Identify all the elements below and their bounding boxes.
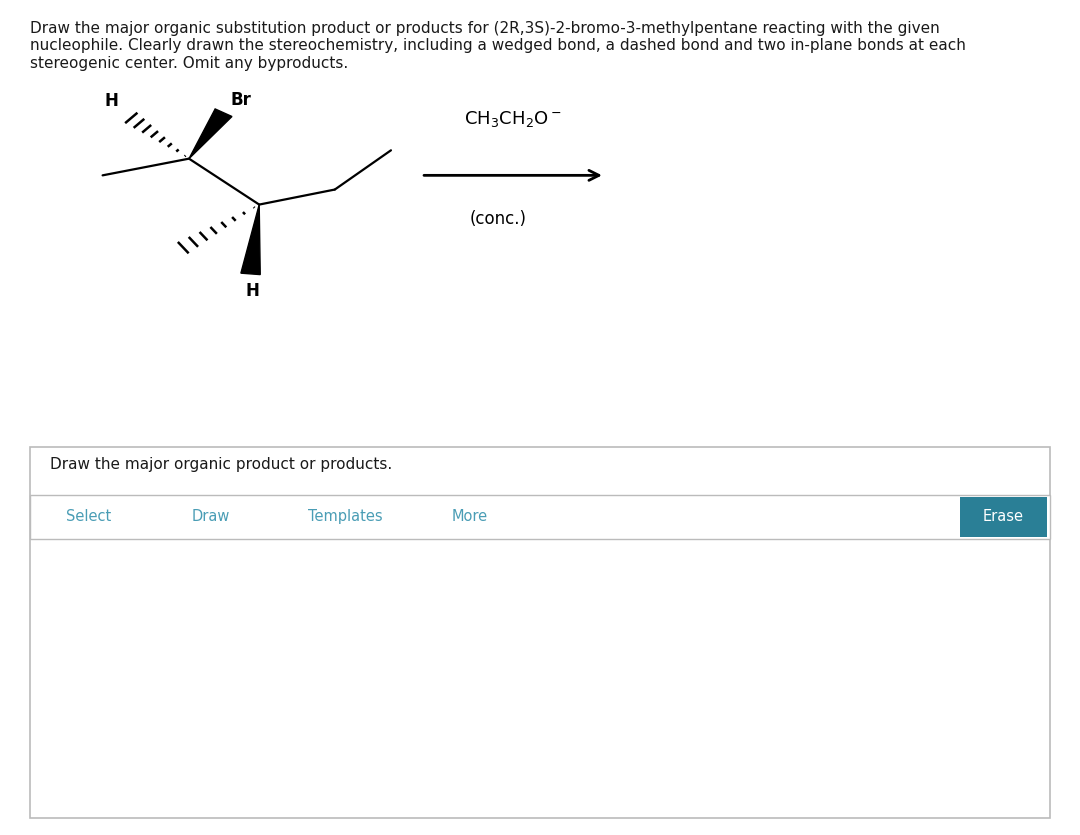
Bar xyxy=(960,497,1047,537)
Text: Draw: Draw xyxy=(191,509,230,524)
Text: More: More xyxy=(451,509,488,524)
Text: H: H xyxy=(105,92,119,110)
Text: Draw the major organic substitution product or products for (2R,3S)-2-bromo-3-me: Draw the major organic substitution prod… xyxy=(30,21,967,71)
Text: Draw the major organic product or products.: Draw the major organic product or produc… xyxy=(50,457,392,472)
Polygon shape xyxy=(189,109,232,159)
Bar xyxy=(30,495,1050,539)
Text: H: H xyxy=(246,282,259,301)
Text: Erase: Erase xyxy=(983,509,1024,524)
Bar xyxy=(30,447,1050,818)
Text: Templates: Templates xyxy=(308,509,383,524)
Text: Select: Select xyxy=(66,509,111,524)
Text: Br: Br xyxy=(230,91,251,109)
Text: CH$_3$CH$_2$O$^-$: CH$_3$CH$_2$O$^-$ xyxy=(464,109,562,129)
Text: (conc.): (conc.) xyxy=(470,210,527,229)
Polygon shape xyxy=(241,205,260,275)
